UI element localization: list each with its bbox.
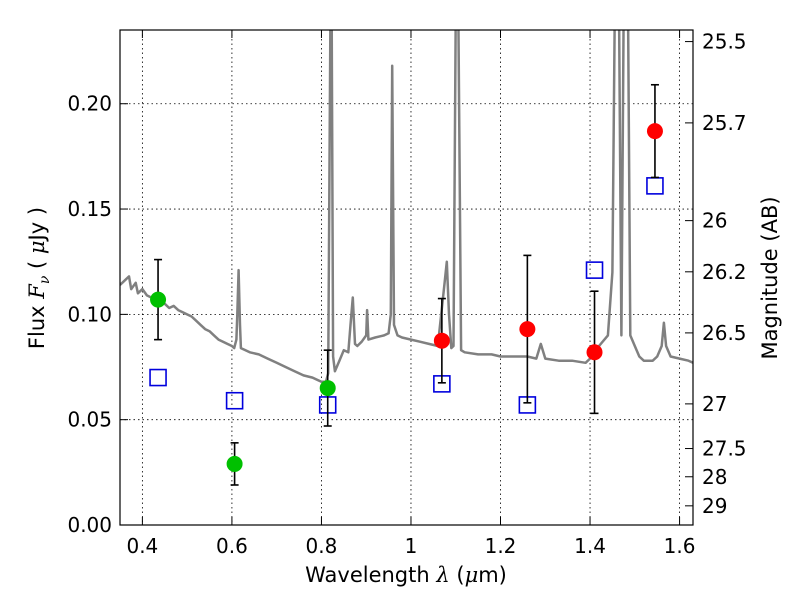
green-data-point — [319, 380, 336, 397]
model-spectrum-group — [120, 30, 693, 384]
grid — [120, 30, 693, 526]
green-data-point — [150, 291, 167, 308]
model-square-marker — [225, 391, 244, 410]
model-square-marker — [585, 261, 604, 279]
y2-tick-label: 27 — [702, 392, 727, 416]
x-tick-label: 1.6 — [664, 534, 696, 558]
x-tick-label: 1.2 — [485, 534, 517, 558]
x-tick-label: 1 — [405, 534, 418, 558]
red-data-point — [519, 321, 536, 338]
y2-tick-label: 25.7 — [702, 111, 747, 135]
y2-tick-label: 27.5 — [702, 437, 747, 461]
y-tick-label: 0.05 — [67, 408, 112, 432]
y2-tick-label: 26.5 — [702, 321, 747, 345]
y-tick-label: 0.20 — [67, 92, 112, 116]
y2-tick-label: 29 — [702, 494, 727, 518]
model-square-marker — [646, 177, 664, 195]
red-data-point — [646, 123, 663, 140]
y-tick-label: 0.10 — [67, 302, 112, 326]
x-tick-label: 0.8 — [306, 534, 338, 558]
x-tick-label: 1.4 — [574, 534, 606, 558]
model-square-marker — [149, 368, 167, 387]
y2-tick-label: 25.5 — [702, 30, 747, 54]
plot-frame — [119, 29, 694, 526]
y2-tick-label: 28 — [702, 465, 727, 489]
x-axis-title: Wavelength λ (μm) — [305, 563, 507, 587]
y2-tick-label: 26.2 — [702, 260, 747, 284]
y-tick-label: 0.00 — [67, 513, 112, 537]
y2-axis-title: Magnitude (AB) — [758, 196, 782, 359]
y-tick-label: 0.15 — [67, 197, 112, 221]
axis-ticks: 0.4 0.6 0.8 1 1.2 1.4 1.6 0.00 0.05 0.10 0.15 0.20 2… — [67, 30, 746, 558]
y-axis-title: Flux Fν ( μJy ) — [25, 207, 53, 349]
red-data-point — [586, 344, 603, 361]
model-spectrum-line — [120, 30, 693, 384]
y2-tick-label: 26 — [702, 209, 727, 233]
x-tick-label: 0.4 — [126, 534, 158, 558]
red-data-point — [433, 332, 450, 349]
data-marks — [149, 83, 664, 486]
green-data-point — [226, 455, 243, 472]
x-tick-label: 0.6 — [216, 534, 248, 558]
